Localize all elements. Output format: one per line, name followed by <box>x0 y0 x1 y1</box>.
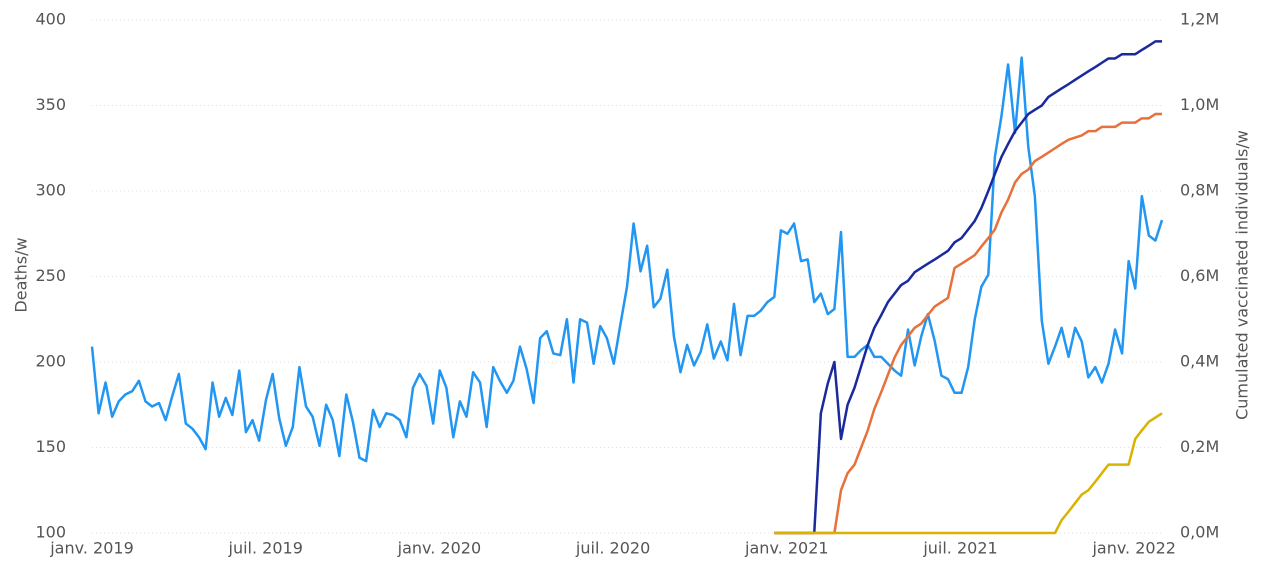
y-tick-label: 300 <box>35 181 66 200</box>
x-tick-label: janv. 2019 <box>49 539 134 558</box>
y2-tick-label: 0,4M <box>1180 352 1219 371</box>
y-tick-label: 400 <box>35 10 66 29</box>
x-tick-label: juil. 2019 <box>228 539 303 558</box>
y-tick-label: 200 <box>35 352 66 371</box>
y2-tick-label: 0,0M <box>1180 523 1219 542</box>
y2-axis-label: Cumulated vaccinated individuals/w <box>1233 130 1252 420</box>
x-tick-label: janv. 2020 <box>397 539 482 558</box>
y2-tick-label: 0,8M <box>1180 181 1219 200</box>
x-tick-label: juil. 2021 <box>922 539 997 558</box>
series-line <box>774 412 1163 535</box>
y-axis-label: Deaths/w <box>12 237 31 312</box>
y-tick-label: 100 <box>35 523 66 542</box>
x-tick-label: janv. 2021 <box>744 539 829 558</box>
y-tick-label: 250 <box>35 266 66 285</box>
y-tick-label: 350 <box>35 95 66 114</box>
series-line <box>90 56 1164 463</box>
y2-tick-label: 0,2M <box>1180 437 1219 456</box>
series-line <box>774 112 1162 535</box>
y2-tick-label: 1,0M <box>1180 95 1219 114</box>
y2-tick-label: 0,6M <box>1180 266 1219 285</box>
y-tick-label: 150 <box>35 437 66 456</box>
series-line <box>774 40 1162 535</box>
x-tick-label: juil. 2020 <box>575 539 650 558</box>
x-tick-label: janv. 2022 <box>1091 539 1176 558</box>
y2-tick-label: 1,2M <box>1180 10 1219 29</box>
